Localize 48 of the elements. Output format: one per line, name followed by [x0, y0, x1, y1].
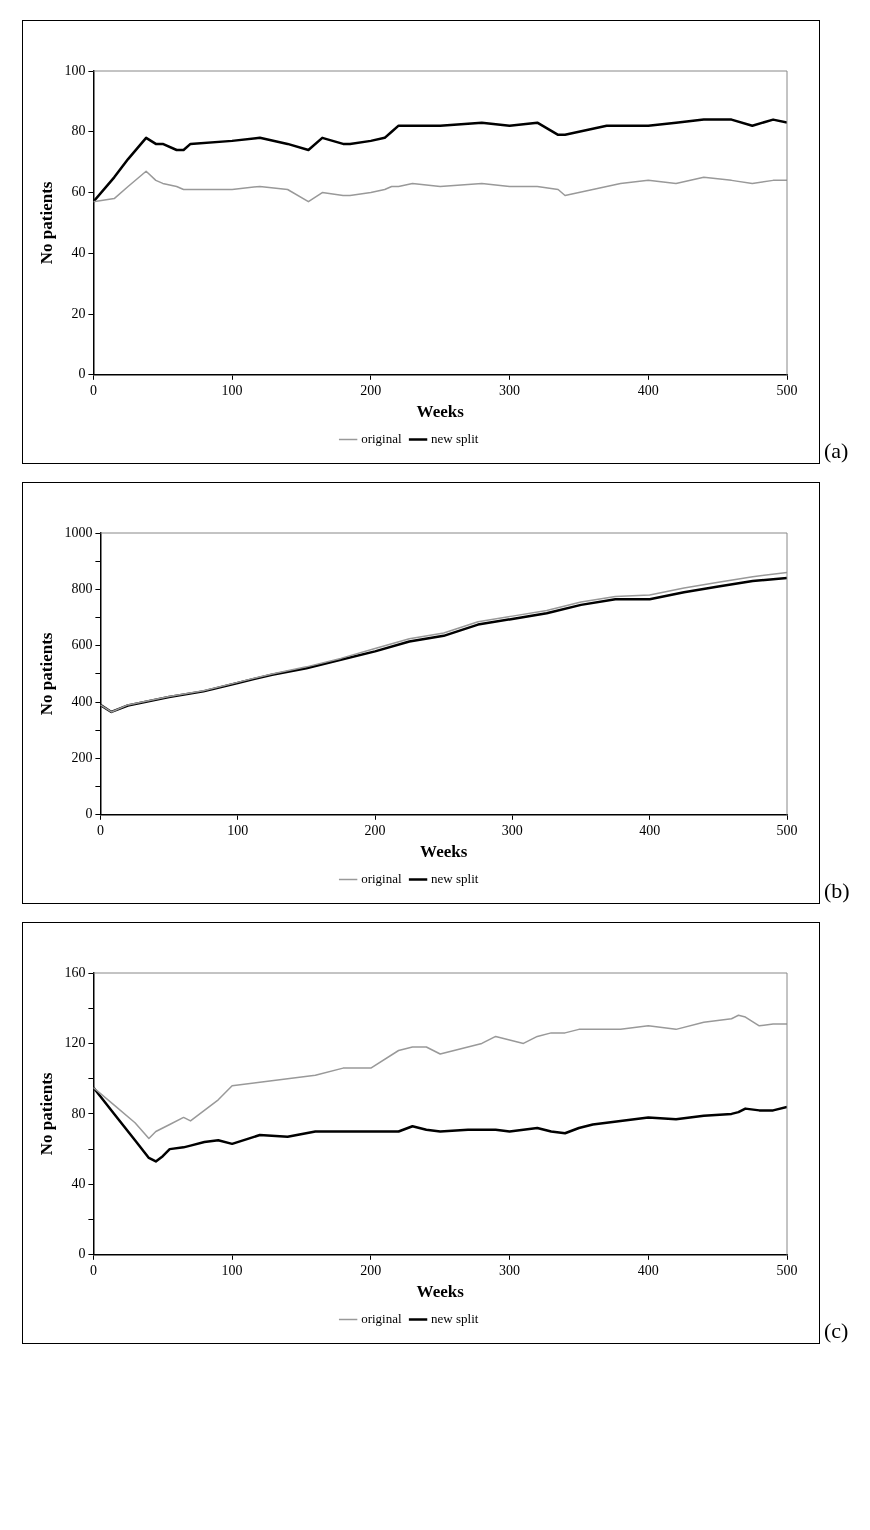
y-tick-label: 80 — [71, 1105, 86, 1121]
x-tick-label: 400 — [637, 382, 659, 398]
x-tick-label: 300 — [499, 382, 521, 398]
y-tick-label: 100 — [64, 62, 86, 78]
y-tick-label: 40 — [71, 244, 86, 260]
text: (b) — [824, 878, 850, 903]
y-tick-label: 60 — [71, 184, 86, 200]
text: (c) — [824, 1318, 849, 1343]
y-tick-label: 80 — [71, 123, 86, 139]
y-tick-label: 400 — [71, 693, 93, 709]
y-axis-title: No patients — [36, 181, 56, 265]
x-tick-label: 500 — [776, 822, 798, 838]
y-tick-label: 120 — [64, 1035, 86, 1051]
y-tick-label: 20 — [71, 305, 86, 321]
x-tick-label: 200 — [360, 382, 382, 398]
x-axis-title: Weeks — [416, 1282, 465, 1302]
y-tick-label: 1000 — [64, 524, 93, 540]
y-tick-label: 160 — [64, 964, 86, 980]
y-tick-label: 800 — [71, 581, 93, 597]
y-tick-label: 600 — [71, 637, 93, 653]
y-axis-title: No patients — [36, 632, 56, 716]
x-tick-label: 300 — [499, 1262, 521, 1278]
x-tick-label: 400 — [639, 822, 661, 838]
x-axis-title: Weeks — [420, 842, 468, 862]
text: (a) — [824, 438, 849, 463]
legend-label: original — [361, 870, 402, 886]
y-tick-label: 0 — [78, 1246, 86, 1262]
y-axis-title: No patients — [36, 1072, 56, 1156]
y-tick-label: 200 — [71, 750, 93, 766]
legend-label: original — [361, 1310, 402, 1326]
x-tick-label: 200 — [360, 1262, 382, 1278]
x-tick-label: 100 — [221, 1262, 243, 1278]
x-tick-label: 100 — [221, 382, 243, 398]
x-tick-label: 400 — [637, 1262, 659, 1278]
x-tick-label: 100 — [227, 822, 249, 838]
x-tick-label: 500 — [776, 382, 798, 398]
legend-label: new split — [431, 430, 479, 446]
y-tick-label: 0 — [78, 366, 86, 382]
y-tick-label: 40 — [71, 1176, 86, 1192]
x-tick-label: 500 — [776, 1262, 798, 1278]
x-tick-label: 300 — [501, 822, 523, 838]
legend-label: original — [361, 430, 402, 446]
x-axis-title: Weeks — [416, 402, 465, 422]
x-tick-label: 0 — [96, 822, 104, 838]
legend-label: new split — [431, 870, 479, 886]
x-tick-label: 200 — [364, 822, 386, 838]
y-tick-label: 0 — [85, 806, 93, 822]
legend-label: new split — [431, 1310, 479, 1326]
